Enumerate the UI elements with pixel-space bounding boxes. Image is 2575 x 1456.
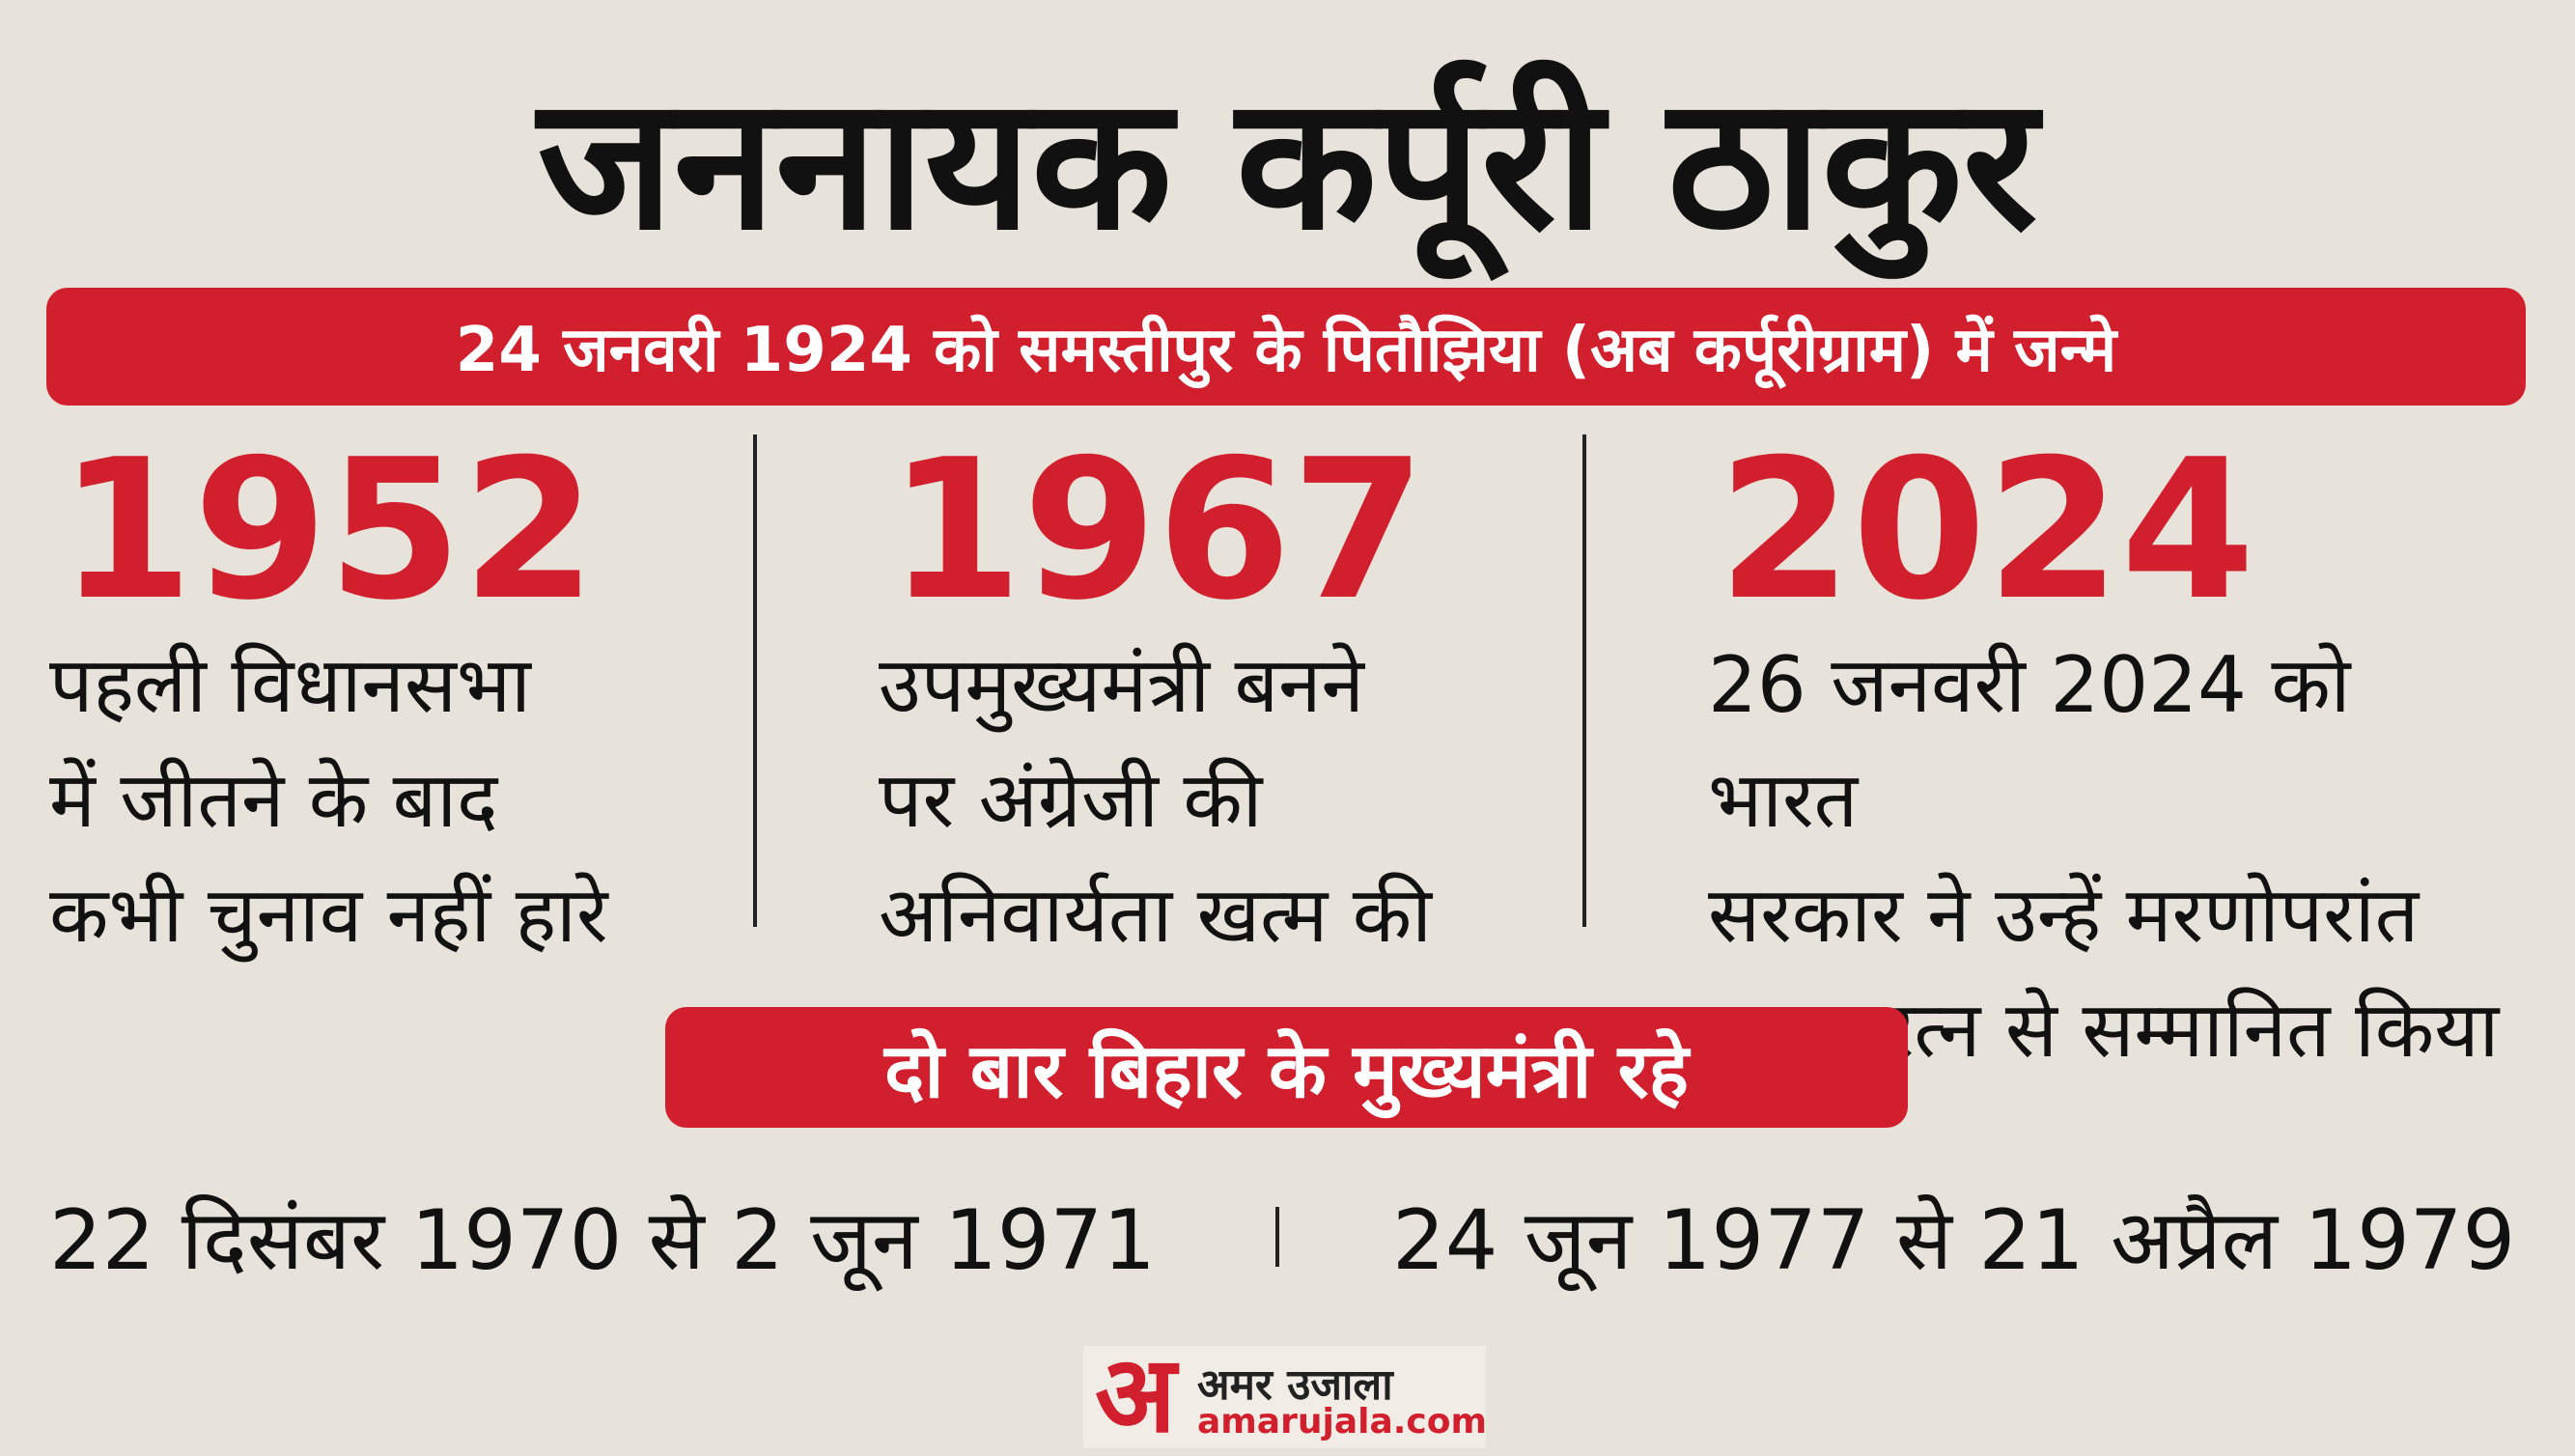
- year: 1952: [59, 418, 597, 643]
- subtitle-banner: 24 जनवरी 1924 को समस्तीपुर के पितौझिया (…: [46, 288, 2526, 406]
- text-line: सरकार ने उन्हें मरणोपरांत: [1708, 870, 2420, 960]
- logo-url: amarujala.com: [1197, 1402, 1488, 1442]
- term: 22 दिसंबर 1970 से 2 जून 1971: [49, 1192, 1156, 1289]
- column: 1967 उपमुख्यमंत्री बनने पर अंग्रेजी की अनिव…: [879, 434, 1670, 972]
- term: 24 जून 1977 से 21 अप्रैल 1979: [1392, 1192, 2516, 1289]
- divider: [753, 434, 757, 927]
- separator: [1275, 1207, 1279, 1267]
- text-line: 26 जनवरी 2024 को भारत: [1708, 640, 2351, 845]
- text-line: में जीतने के बाद: [49, 755, 498, 845]
- column: 1952 पहली विधानसभा में जीतने के बाद कभी चुन…: [49, 434, 841, 972]
- logo-name: अमर उजाला: [1197, 1360, 1393, 1410]
- title: जननायक कर्पूरी ठाकुर: [537, 57, 2038, 270]
- text-line: उपमुख्यमंत्री बनने: [879, 640, 1364, 730]
- logo-mark: अ: [1095, 1332, 1177, 1456]
- divider: [1582, 434, 1586, 927]
- logo: अ अमर उजाला amarujala.com: [1083, 1336, 1488, 1452]
- text-line: पहली विधानसभा: [49, 640, 531, 730]
- banner: दो बार बिहार के मुख्यमंत्री रहे: [665, 1007, 1908, 1128]
- column: 2024 26 जनवरी 2024 को भारत सरकार ने उन्हें…: [1708, 434, 2500, 1087]
- text-line: पर अंग्रेजी की: [879, 755, 1263, 845]
- year: 2024: [1718, 418, 2255, 643]
- text-line: कभी चुनाव नहीं हारे: [49, 870, 608, 960]
- year: 1967: [888, 418, 1426, 643]
- text-line: अनिवार्यता खत्म की: [879, 870, 1432, 960]
